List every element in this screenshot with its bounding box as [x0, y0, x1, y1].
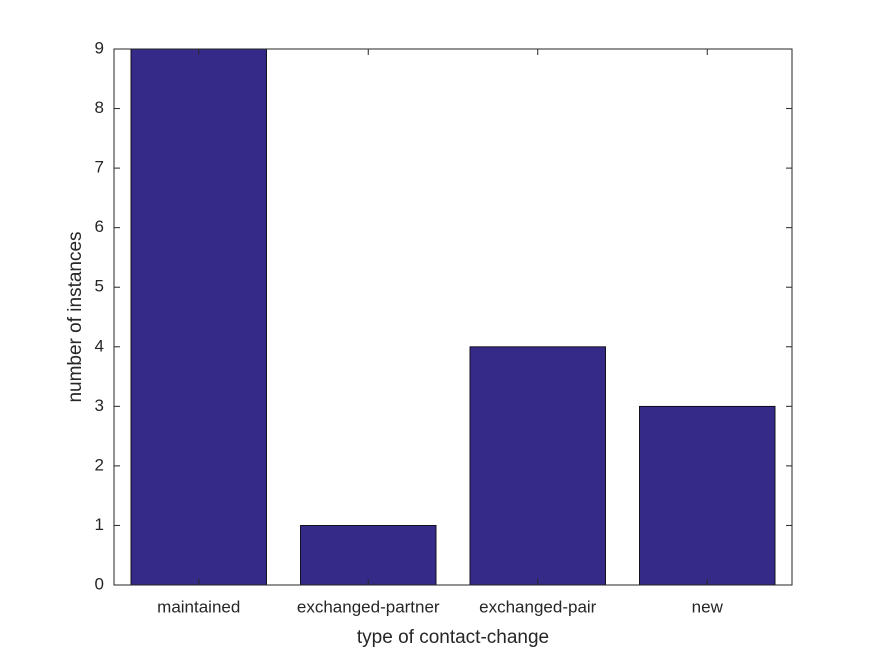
y-tick-label: 5: [95, 277, 104, 296]
x-tick-label: exchanged-pair: [479, 597, 597, 616]
y-tick-label: 1: [95, 515, 104, 534]
y-tick-label: 9: [95, 38, 104, 57]
y-tick-label: 0: [95, 574, 104, 593]
x-tick-label: new: [692, 597, 724, 616]
y-tick-label: 6: [95, 217, 104, 236]
x-tick-label: exchanged-partner: [297, 597, 440, 616]
y-tick-label: 8: [95, 98, 104, 117]
y-tick-label: 4: [95, 336, 104, 355]
bar: [300, 525, 437, 586]
bar: [469, 346, 606, 586]
y-tick-label: 2: [95, 455, 104, 474]
y-axis-label: number of instances: [65, 231, 86, 402]
x-tick-label: maintained: [157, 597, 240, 616]
axes-box: [113, 48, 793, 586]
y-tick-label: 7: [95, 158, 104, 177]
bar: [639, 405, 776, 586]
x-axis-label: type of contact-change: [357, 627, 549, 648]
y-tick-label: 3: [95, 396, 104, 415]
bar: [130, 48, 267, 586]
